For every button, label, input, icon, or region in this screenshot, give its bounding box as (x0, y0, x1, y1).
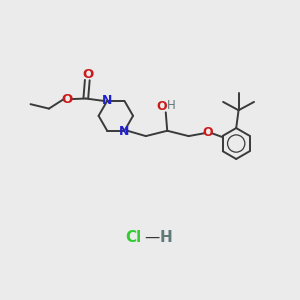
Text: O: O (82, 68, 94, 81)
Text: H: H (167, 99, 176, 112)
Text: O: O (157, 100, 167, 113)
Text: Cl: Cl (125, 230, 142, 245)
Text: O: O (202, 126, 213, 139)
Text: N: N (102, 94, 112, 107)
Text: —: — (144, 230, 159, 245)
Text: O: O (62, 93, 73, 106)
Text: N: N (119, 125, 130, 138)
Text: H: H (160, 230, 173, 245)
